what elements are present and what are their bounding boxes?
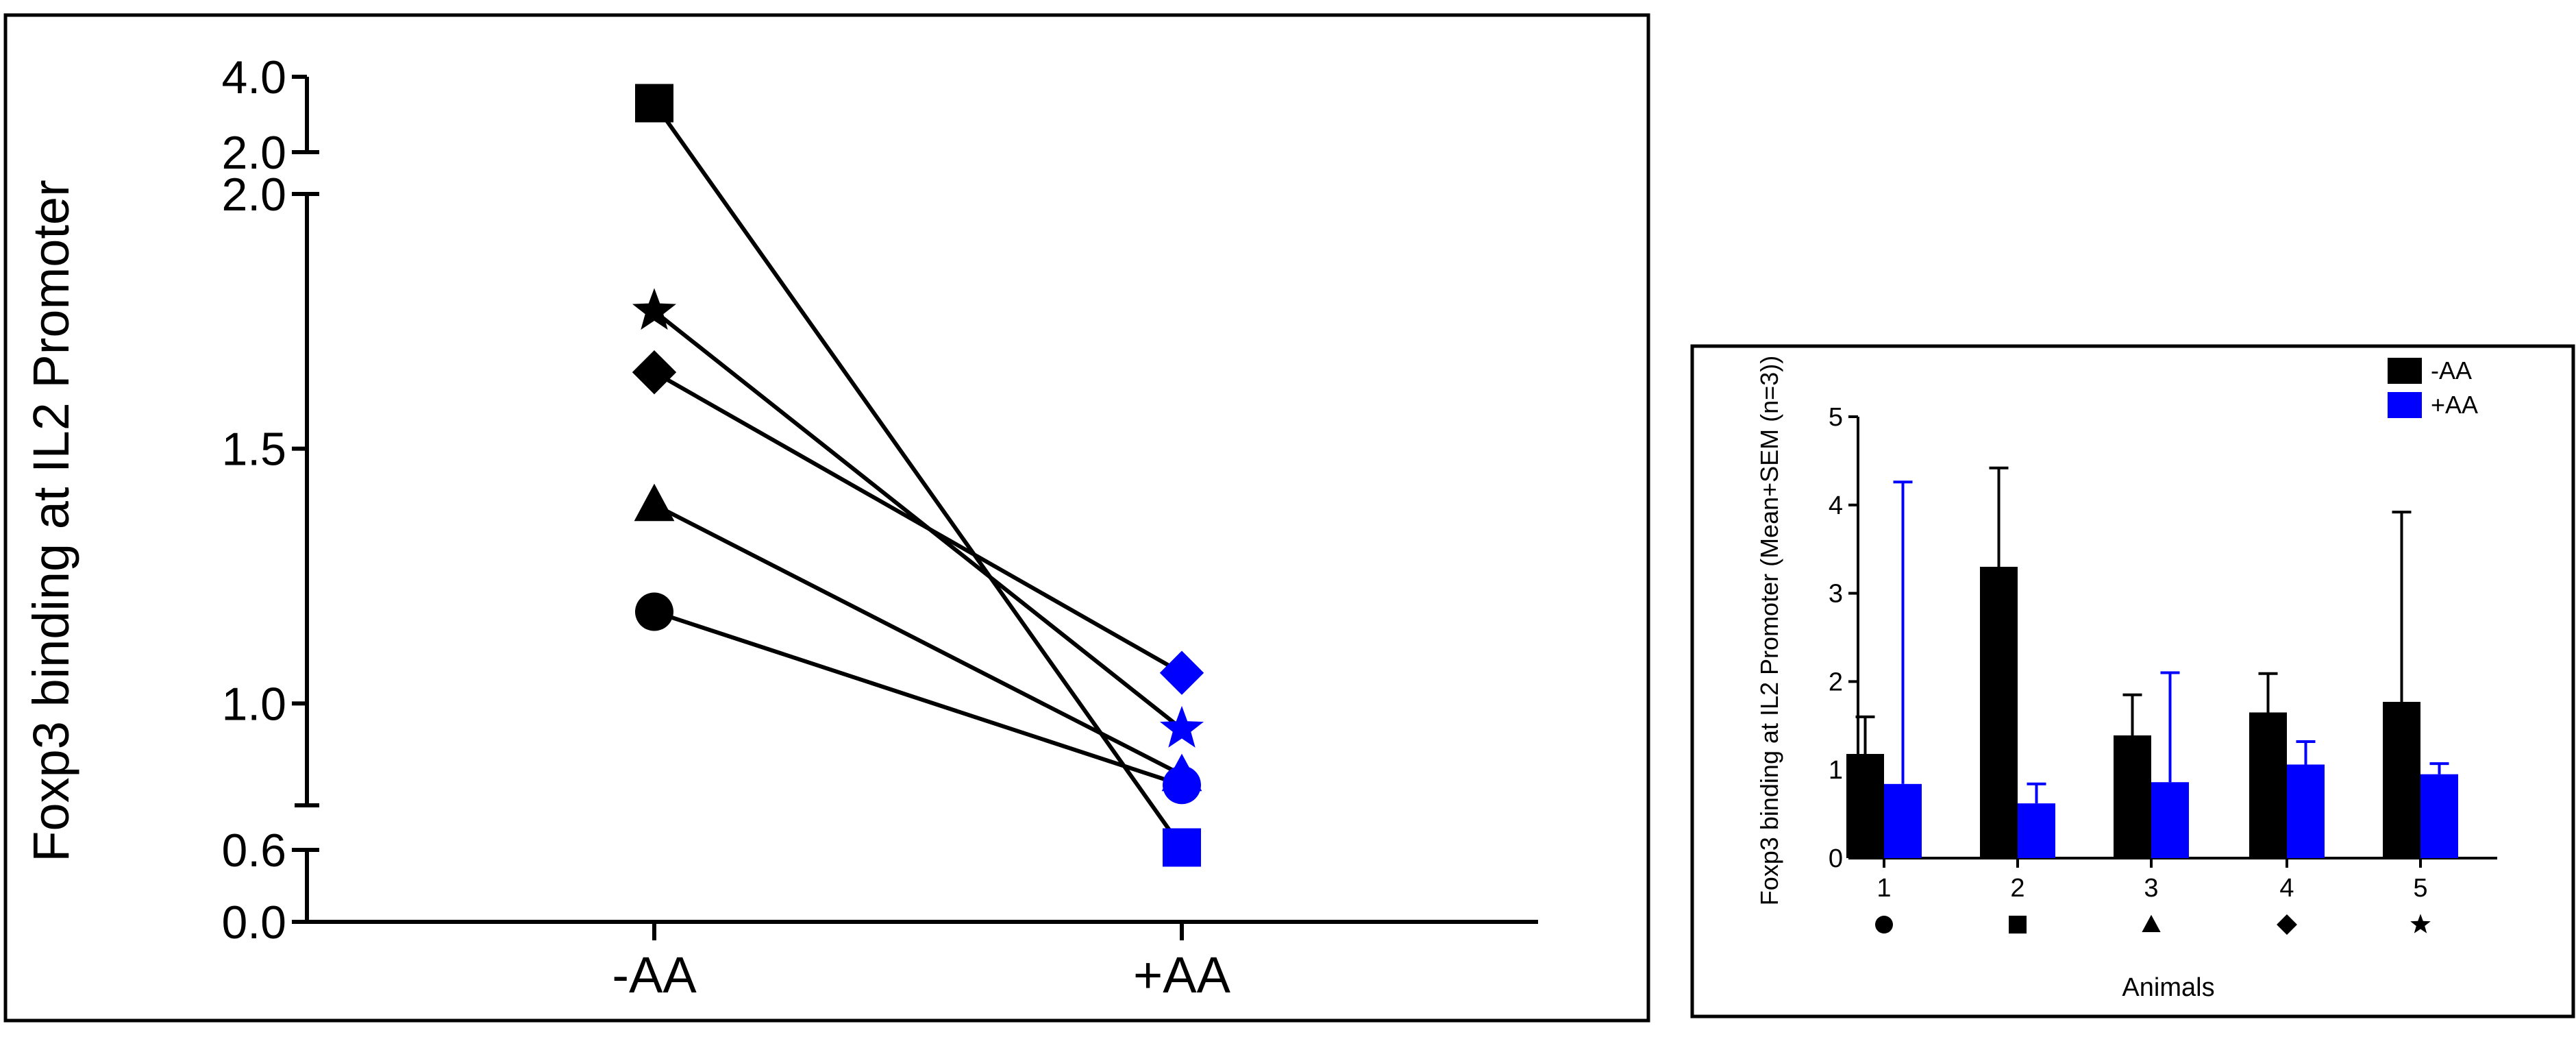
- right-bar-plus-aa-5: [2420, 774, 2458, 858]
- left-point-triangle-minus-aa: [634, 483, 675, 522]
- right-bar-plus-aa-1: [1884, 783, 1922, 858]
- right-category-marker-square: [2009, 916, 2027, 934]
- right-panel-frame: [1690, 344, 2575, 1018]
- right-x-tick-label: 1: [1877, 874, 1891, 903]
- right-bar-plus-aa-2: [2018, 803, 2055, 858]
- right-error-bars: [1855, 466, 2449, 804]
- right-x-tick-labels: 1 2 3 4 5: [1877, 858, 2428, 903]
- right-legend: -AA +AA: [2388, 356, 2478, 419]
- left-y-tick-label: 2.0: [221, 169, 286, 221]
- right-bar-minus-aa-3: [2114, 735, 2151, 858]
- right-category-markers: [1875, 914, 2431, 935]
- left-x-tick-label: +AA: [1133, 947, 1231, 1003]
- right-y-axis-label: Foxp3 binding at IL2 Promoter (Mean+SEM …: [1755, 356, 1783, 905]
- left-x-tick-labels: -AA +AA: [612, 947, 1230, 1003]
- left-series-lines: [652, 101, 1184, 849]
- left-series-markers: [632, 84, 1204, 867]
- right-x-tick-label: 5: [2413, 874, 2427, 903]
- left-point-star-minus-aa: [632, 288, 676, 330]
- right-category-marker-circle: [1875, 916, 1893, 934]
- right-y-tick-label: 1: [1829, 756, 1843, 785]
- left-point-diamond-minus-aa: [632, 350, 677, 395]
- left-series-line-square: [652, 101, 1184, 849]
- left-axes: 0.6 0.0 2.0 1.5 1.0 4.0 2.0: [221, 51, 1538, 949]
- right-bars: [1846, 566, 2458, 858]
- left-point-circle-minus-aa: [635, 592, 673, 631]
- right-y-tick-label: 5: [1829, 403, 1843, 432]
- left-y-tick-label: 1.0: [221, 678, 286, 730]
- right-category-marker-diamond: [2277, 914, 2297, 935]
- left-point-diamond-plus-aa: [1159, 650, 1204, 695]
- right-legend-label: -AA: [2431, 356, 2472, 385]
- right-legend-swatch-minus-aa: [2388, 358, 2422, 384]
- right-legend-label: +AA: [2431, 391, 2478, 419]
- right-y-tick-label: 4: [1829, 491, 1843, 520]
- left-panel-frame: [3, 13, 1650, 1023]
- right-y-tick-label: 2: [1829, 668, 1843, 696]
- left-series-line-triangle: [653, 502, 1183, 777]
- left-point-star-plus-aa: [1160, 705, 1204, 748]
- right-bar-plus-aa-3: [2151, 782, 2189, 858]
- left-y-tick-label: 0.0: [221, 896, 286, 949]
- left-series-line-circle: [654, 609, 1182, 788]
- left-y-tick-label: 4.0: [221, 51, 286, 103]
- right-x-tick-label: 3: [2144, 874, 2158, 903]
- right-bar-plus-aa-4: [2287, 764, 2325, 858]
- right-y-tick-label: 3: [1829, 580, 1843, 609]
- left-x-tick-label: -AA: [612, 947, 697, 1003]
- right-y-tick-label: 0: [1829, 844, 1843, 873]
- right-legend-swatch-plus-aa: [2388, 392, 2422, 418]
- right-bar-minus-aa-4: [2249, 712, 2287, 858]
- left-point-triangle-plus-aa: [1161, 753, 1202, 792]
- right-bar-minus-aa-1: [1846, 754, 1884, 858]
- left-y-tick-label: 0.6: [221, 825, 286, 877]
- right-category-marker-star: [2410, 914, 2431, 934]
- right-bar-minus-aa-5: [2383, 702, 2420, 858]
- left-y-axis-label: Foxp3 binding at IL2 Promoter: [23, 180, 79, 862]
- left-point-square-minus-aa: [635, 84, 673, 123]
- left-point-square-plus-aa: [1163, 828, 1201, 867]
- left-series-line-star: [653, 309, 1183, 731]
- right-category-marker-triangle: [2142, 914, 2161, 933]
- right-x-tick-label: 4: [2279, 874, 2294, 903]
- left-y-tick-label: 1.5: [221, 424, 286, 476]
- right-x-tick-label: 2: [2010, 874, 2024, 903]
- left-y-tick-label: 2.0: [221, 127, 286, 179]
- right-x-axis-label: Animals: [2122, 973, 2214, 1002]
- right-bar-minus-aa-2: [1980, 566, 2018, 858]
